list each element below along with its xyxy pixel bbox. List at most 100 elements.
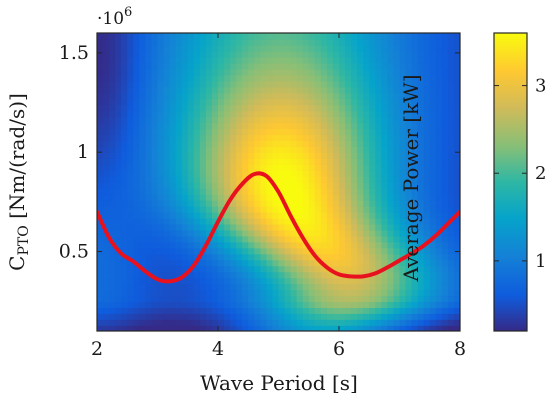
heatmap-cell [211, 205, 219, 213]
heatmap-cell [254, 164, 262, 171]
heatmap-cell [169, 187, 177, 195]
heatmap-cell [284, 241, 292, 249]
heatmap-cell [339, 176, 346, 183]
heatmap-cell [423, 92, 431, 100]
heatmap-cell [326, 146, 334, 153]
heatmap-cell [242, 110, 250, 118]
heatmap-cell [363, 152, 371, 159]
heatmap-cell [163, 56, 171, 64]
heatmap-cell [97, 187, 104, 195]
heatmap-cell [326, 259, 334, 267]
heatmap-cell [411, 313, 419, 320]
heatmap-cell [236, 187, 243, 195]
heatmap-cell [332, 122, 340, 130]
heatmap-cell [278, 92, 286, 100]
heatmap-cell [332, 164, 340, 171]
heatmap-cell [369, 80, 377, 88]
heatmap-cell [145, 319, 153, 326]
heatmap-cell [357, 265, 364, 273]
heatmap-cell [290, 152, 298, 159]
heatmap-cell [248, 140, 256, 148]
heatmap-cell [387, 223, 395, 231]
heatmap-cell [187, 247, 195, 255]
heatmap-cell [417, 110, 425, 118]
heatmap-cell [326, 44, 334, 52]
heatmap-cell [242, 271, 250, 279]
heatmap-cell [205, 176, 213, 183]
heatmap-cell [224, 211, 231, 219]
heatmap-cell [127, 116, 135, 124]
heatmap-cell [121, 62, 129, 70]
heatmap-cell [435, 62, 443, 70]
heatmap-cell [393, 122, 401, 130]
heatmap-cell [218, 217, 225, 225]
heatmap-cell [236, 229, 243, 237]
heatmap-cell [109, 193, 116, 201]
heatmap-cell [218, 92, 225, 100]
heatmap-cell [169, 33, 177, 40]
heatmap-cell [435, 235, 443, 243]
heatmap-cell [115, 199, 122, 207]
heatmap-cell [429, 319, 437, 326]
heatmap-cell [278, 104, 286, 112]
heatmap-cell [411, 146, 419, 153]
heatmap-cell [290, 259, 298, 267]
heatmap-cell [435, 110, 443, 118]
heatmap-cell [103, 134, 110, 142]
heatmap-cell [381, 217, 389, 225]
heatmap-cell [339, 44, 346, 52]
heatmap-cell [133, 307, 141, 314]
heatmap-cell [218, 134, 225, 142]
heatmap-cell [375, 199, 383, 207]
heatmap-cell [435, 265, 443, 273]
heatmap-cell [375, 223, 383, 231]
heatmap-cell [387, 134, 395, 142]
heatmap-cell [351, 187, 358, 195]
heatmap-cell [417, 122, 425, 130]
heatmap-cell [97, 253, 104, 261]
heatmap-cell [127, 92, 135, 100]
heatmap-cell [163, 223, 171, 231]
heatmap-cell [302, 33, 310, 40]
heatmap-cell [320, 187, 328, 195]
heatmap-cell [218, 164, 225, 171]
heatmap-cell [254, 33, 262, 40]
heatmap-cell [127, 62, 135, 70]
heatmap-cell [278, 50, 286, 58]
heatmap-cell [314, 271, 322, 279]
heatmap-cell [345, 259, 352, 267]
heatmap-cell [169, 140, 177, 148]
heatmap-cell [199, 116, 207, 124]
heatmap-cell [447, 128, 455, 136]
heatmap-cell [181, 295, 189, 302]
heatmap-cell [230, 283, 237, 291]
heatmap-cell [205, 86, 213, 94]
heatmap-cell [193, 128, 201, 136]
heatmap-cell [218, 56, 225, 64]
heatmap-cell [447, 152, 455, 159]
heatmap-cell [441, 259, 449, 267]
heatmap-cell [230, 301, 237, 308]
heatmap-cell [97, 193, 104, 201]
heatmap-cell [387, 152, 395, 159]
heatmap-cell [435, 68, 443, 76]
heatmap-cell [332, 319, 340, 326]
heatmap-cell [121, 92, 129, 100]
heatmap-cell [453, 92, 460, 100]
heatmap-cell [363, 295, 371, 302]
heatmap-cell [230, 38, 237, 46]
heatmap-cell [139, 301, 147, 308]
heatmap-cell [193, 277, 201, 285]
heatmap-cell [393, 128, 401, 136]
heatmap-cell [405, 68, 413, 76]
heatmap-cell [169, 104, 177, 112]
heatmap-cell [435, 253, 443, 261]
heatmap-cell [163, 74, 171, 82]
heatmap-cell [260, 247, 268, 255]
heatmap-cell [381, 325, 389, 331]
heatmap-cell [423, 313, 431, 320]
heatmap-cell [260, 271, 268, 279]
heatmap-cell [169, 128, 177, 136]
heatmap-cell [205, 104, 213, 112]
heatmap-cell [109, 122, 116, 130]
